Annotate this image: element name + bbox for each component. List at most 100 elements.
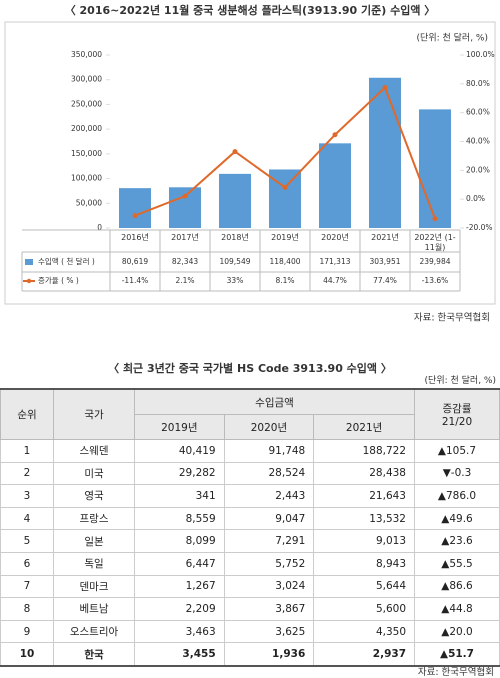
marker	[182, 193, 188, 199]
marker	[332, 132, 338, 138]
table-cell: 5,752	[223, 551, 315, 576]
source: 자료: 한국무역협회	[414, 312, 490, 324]
table-cell: ▲49.6	[414, 506, 500, 531]
table-cell: 5,644	[313, 574, 415, 599]
header-cell: 2021년	[313, 414, 415, 440]
table-cell: 1,267	[134, 574, 225, 599]
y2-tick-label: 0.0%	[466, 194, 485, 203]
table-cell: ▲23.6	[414, 529, 500, 553]
table-cell: 5	[0, 529, 54, 553]
marker	[282, 184, 288, 190]
table-cell: 9,013	[313, 529, 415, 553]
table-cell: 7,291	[223, 529, 315, 553]
table-cell: 8,559	[134, 506, 225, 531]
value-label: 2.1%	[175, 276, 194, 285]
header-text: 21/20	[441, 416, 473, 428]
table-cell: 2	[0, 461, 54, 486]
value-label: 239,984	[419, 257, 450, 266]
table-cell: 3,024	[223, 574, 315, 599]
x-tick-label: 2020년	[321, 233, 349, 242]
value-label: 44.7%	[323, 276, 347, 285]
x-tick-label: 2017년	[171, 233, 199, 242]
table-cell: 6	[0, 551, 54, 576]
value-label: 118,400	[269, 257, 300, 266]
table-cell: 21,643	[313, 484, 415, 508]
table-cell: 1	[0, 439, 54, 463]
bar	[319, 143, 351, 228]
table-cell: 3,867	[223, 597, 315, 621]
table-cell: ▲51.7	[414, 642, 500, 667]
table-cell: 프랑스	[53, 506, 135, 531]
table-cell: 6,447	[134, 551, 225, 576]
value-label: 109,549	[219, 257, 250, 266]
bar	[219, 173, 251, 228]
x-tick-label: 2021년	[371, 233, 399, 242]
y2-tick-label: 80.0%	[466, 79, 490, 88]
table-cell: 2,209	[134, 597, 225, 621]
bar	[169, 187, 201, 228]
chart: 〈 2016~2022년 11월 중국 생분해성 플라스틱(3913.90 기준…	[4, 3, 496, 324]
table-cell: 13,532	[313, 506, 415, 531]
header-cell: 순위	[0, 388, 54, 440]
table-cell: 3,463	[134, 619, 225, 644]
table-cell: ▲20.0	[414, 619, 500, 644]
value-label: 303,951	[369, 257, 400, 266]
header-cell: 2020년	[223, 414, 315, 440]
y2-tick-label: 40.0%	[466, 137, 490, 146]
table-row: 10 한국 3,455 1,936 2,937 ▲51.7	[0, 642, 500, 667]
table-cell: ▲105.7	[414, 439, 500, 463]
bar	[119, 188, 151, 228]
table-cell: 일본	[53, 529, 135, 553]
table-row: 5 일본 8,099 7,291 9,013 ▲23.6	[0, 529, 500, 553]
table-cell: 영국	[53, 484, 135, 508]
chart-frame	[4, 21, 496, 305]
y-tick-label: 350,000	[71, 50, 102, 59]
value-label: 33%	[227, 276, 244, 285]
legend-label: 수입액 ( 천 달러 )	[38, 256, 95, 266]
table-cell: 3	[0, 484, 54, 508]
x-tick-label: 2022년 (1-11월)	[414, 233, 456, 252]
table-row: 2 미국 29,282 28,524 28,438 ▼-0.3	[0, 461, 500, 486]
table-cell: 7	[0, 574, 54, 599]
table-cell: 188,722	[313, 439, 415, 463]
table-row: 4 프랑스 8,559 9,047 13,532 ▲49.6	[0, 506, 500, 531]
y2-tick-label: 100.0%	[466, 50, 495, 59]
table-cell: 스웨덴	[53, 439, 135, 463]
table-cell: 독일	[53, 551, 135, 576]
table-cell: 미국	[53, 461, 135, 486]
y-tick-label: 300,000	[71, 75, 102, 84]
table-row: 8 베트남 2,209 3,867 5,600 ▲44.8	[0, 597, 500, 621]
table-row: 3 영국 341 2,443 21,643 ▲786.0	[0, 484, 500, 508]
y2-tick-label: -20.0%	[466, 223, 493, 232]
table-cell: ▼-0.3	[414, 461, 500, 486]
bar	[419, 109, 451, 228]
table-cell: 29,282	[134, 461, 225, 486]
table-cell: 9	[0, 619, 54, 644]
table-cell: 1,936	[223, 642, 315, 667]
table-cell: 10	[0, 642, 54, 667]
table-cell: ▲786.0	[414, 484, 500, 508]
value-label: 171,313	[319, 257, 350, 266]
y-tick-label: 200,000	[71, 124, 102, 133]
table-cell: 오스트리아	[53, 619, 135, 644]
table-cell: 341	[134, 484, 225, 508]
table-row: 6 독일 6,447 5,752 8,943 ▲55.5	[0, 551, 500, 576]
marker	[232, 149, 238, 155]
y2-tick-label: 60.0%	[466, 108, 490, 117]
table-row: 1 스웨덴 40,419 91,748 188,722 ▲105.7	[0, 439, 500, 463]
marker	[132, 213, 138, 219]
marker	[432, 216, 438, 222]
header-cell: 수입금액	[134, 388, 415, 415]
y-tick-label: 50,000	[76, 198, 102, 207]
table-cell: 91,748	[223, 439, 315, 463]
table-cell: 덴마크	[53, 574, 135, 599]
header-cell: 증감률 21/20	[414, 388, 500, 440]
table-cell: 5,600	[313, 597, 415, 621]
legend-swatch	[25, 259, 33, 265]
table-cell: 3,625	[223, 619, 315, 644]
x-tick-label: 2018년	[221, 233, 249, 242]
value-label: -13.6%	[422, 276, 449, 285]
table-cell: 한국	[53, 642, 135, 667]
y-tick-label: 100,000	[71, 174, 102, 183]
